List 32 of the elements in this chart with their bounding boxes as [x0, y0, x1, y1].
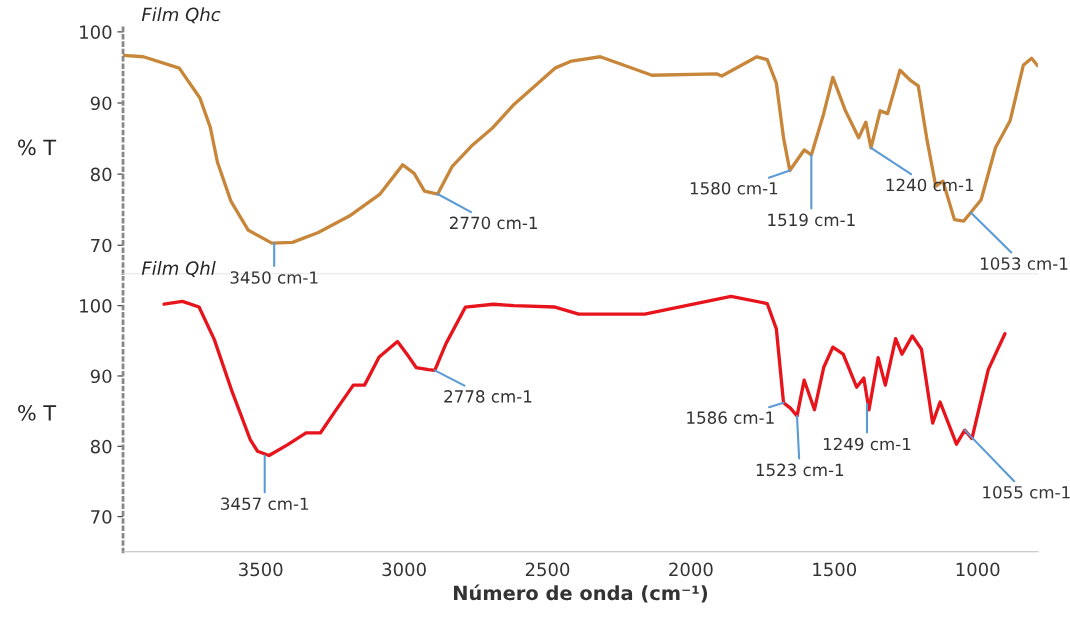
chart-title: Film Qhc	[141, 7, 221, 24]
annotation: 1053 cm-1	[980, 257, 1068, 270]
annotation: 1249 cm-1	[823, 437, 911, 451]
annotation: 1580 cm-1	[690, 181, 778, 195]
y-tick-label: 80	[90, 167, 112, 182]
y-axis-title: % T	[18, 139, 57, 156]
annotation: 1055 cm-1	[983, 485, 1070, 499]
y-tick-label: 80	[90, 439, 112, 454]
x-tick-label: 2500	[525, 562, 570, 577]
annotation: 2770 cm-1	[449, 216, 537, 230]
annotation: 1586 cm-1	[687, 411, 774, 424]
x-tick-label: 3000	[382, 562, 426, 577]
annotation: 3457 cm-1	[221, 497, 309, 511]
y-tick-label: 70	[91, 238, 112, 253]
annotation: 3450 cm-1	[230, 271, 318, 284]
x-tick-label: 1000	[956, 562, 1000, 577]
x-tick-label: 3500	[239, 562, 283, 577]
y-tick-label: 70	[91, 510, 112, 524]
chart-title: Film Qhl	[141, 261, 216, 278]
annotation: 1523 cm-1	[756, 463, 844, 477]
y-tick-label: 90	[90, 96, 112, 111]
x-tick-label: 2000	[669, 562, 713, 577]
y-tick-label: 100	[80, 299, 112, 313]
line-series	[162, 294, 1007, 458]
y-tick-label: 90	[90, 369, 112, 384]
annotation: 2778 cm-1	[444, 390, 532, 403]
x-tick-label: 1500	[813, 562, 857, 577]
y-tick-label: 100	[80, 25, 112, 39]
y-axis-title: % T	[18, 404, 57, 421]
x-axis-title: Número de onda (cm⁻¹)	[454, 584, 708, 603]
annotation: 1519 cm-1	[768, 213, 855, 227]
line-series	[123, 53, 1038, 245]
